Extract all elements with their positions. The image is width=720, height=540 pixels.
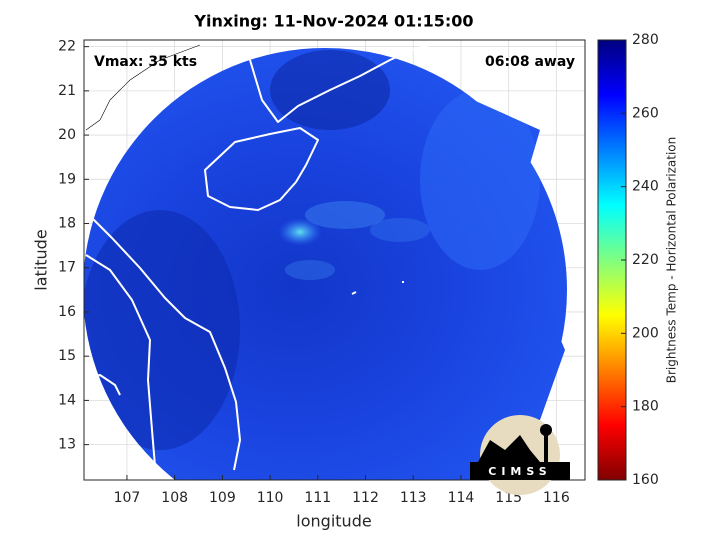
colorbar-tick-label: 280 <box>632 32 659 48</box>
colorbar-tick-label: 220 <box>632 252 659 268</box>
annotation: 06:08 away <box>485 54 575 70</box>
y-tick-label: 21 <box>58 83 76 99</box>
x-tick-label: 107 <box>114 490 141 506</box>
x-tick-label: 109 <box>209 490 236 506</box>
colorbar-tick-label: 240 <box>632 179 659 195</box>
x-tick-label: 111 <box>304 490 331 506</box>
colorbar-tick-label: 180 <box>632 399 659 415</box>
x-tick-label: 108 <box>161 490 188 506</box>
colorbar-tick-label: 200 <box>632 325 659 341</box>
y-axis-label: latitude <box>32 229 51 290</box>
colorbar-label: Brightness Temp - Horizontal Polarizatio… <box>665 137 679 384</box>
y-tick-label: 22 <box>58 39 76 55</box>
colorbar-ticks: 160 180 200 220 240 260 280 <box>621 32 659 488</box>
x-tick-label: 113 <box>400 490 427 506</box>
y-tick-label: 19 <box>58 171 76 187</box>
x-tick-label: 112 <box>352 490 379 506</box>
x-tick-label: 110 <box>257 490 284 506</box>
chart-title: Yinxing: 11-Nov-2024 01:15:00 <box>193 12 473 31</box>
x-axis-label: longitude <box>296 512 371 531</box>
y-tick-label: 14 <box>58 392 76 408</box>
logo: CIMSS <box>470 415 570 495</box>
y-tick-label: 15 <box>58 348 76 364</box>
satellite-image <box>84 41 567 480</box>
plot-frame <box>83 39 586 481</box>
logo-text: CIMSS <box>488 465 551 478</box>
y-tick-label: 17 <box>58 260 76 276</box>
x-tick-label: 116 <box>543 490 570 506</box>
colorbar-tick-label: 160 <box>632 472 659 488</box>
y-tick-label: 16 <box>58 304 76 320</box>
y-tick-label: 13 <box>58 437 76 453</box>
colorbar-tick-label: 260 <box>632 105 659 121</box>
x-tick-label: 114 <box>448 490 475 506</box>
y-tick-label: 20 <box>58 127 76 143</box>
annotation: Vmax: 35 kts <box>94 54 197 70</box>
y-tick-label: 18 <box>58 216 76 232</box>
